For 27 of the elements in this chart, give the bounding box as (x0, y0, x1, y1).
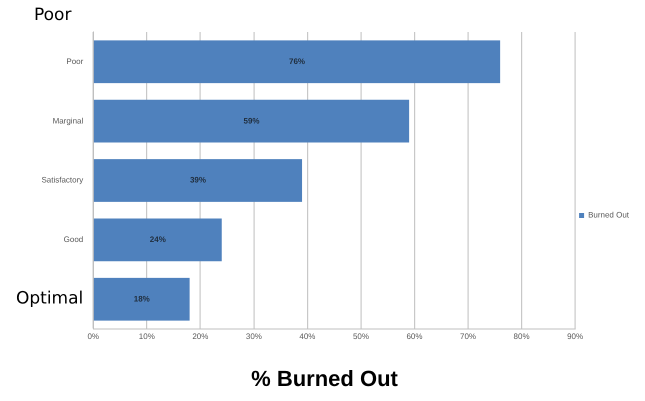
y-tick-label: Optimal (16, 288, 84, 309)
bar (94, 40, 500, 84)
data-label: 39% (190, 176, 206, 185)
bar (94, 159, 302, 202)
x-tick-label: 0% (87, 332, 100, 342)
y-tick-label: Satisfactory (41, 176, 84, 185)
x-tick-label: 10% (138, 332, 155, 342)
x-tick-label: 70% (460, 332, 476, 342)
text: % Burned Out (251, 366, 398, 391)
y-tick-label: Good (64, 235, 84, 244)
data-label: 18% (134, 294, 150, 304)
y-tick-label: Poor (66, 56, 84, 66)
x-tick-label: 60% (406, 332, 422, 342)
bar (94, 218, 222, 262)
data-label: 59% (243, 116, 260, 126)
bar (94, 278, 190, 321)
y-tick-label: Marginal (52, 116, 84, 126)
x-tick-label: 40% (299, 332, 316, 342)
legend-label: Burned Out (588, 210, 630, 220)
x-tick-label: 50% (352, 332, 369, 342)
x-tick-label: 30% (246, 332, 262, 342)
bar (94, 100, 410, 142)
data-label: 24% (150, 235, 166, 244)
x-tick-label: 90% (567, 332, 584, 342)
data-label: 76% (288, 56, 306, 66)
x-tick-label: 80% (514, 332, 530, 342)
x-tick-label: 20% (192, 332, 208, 342)
